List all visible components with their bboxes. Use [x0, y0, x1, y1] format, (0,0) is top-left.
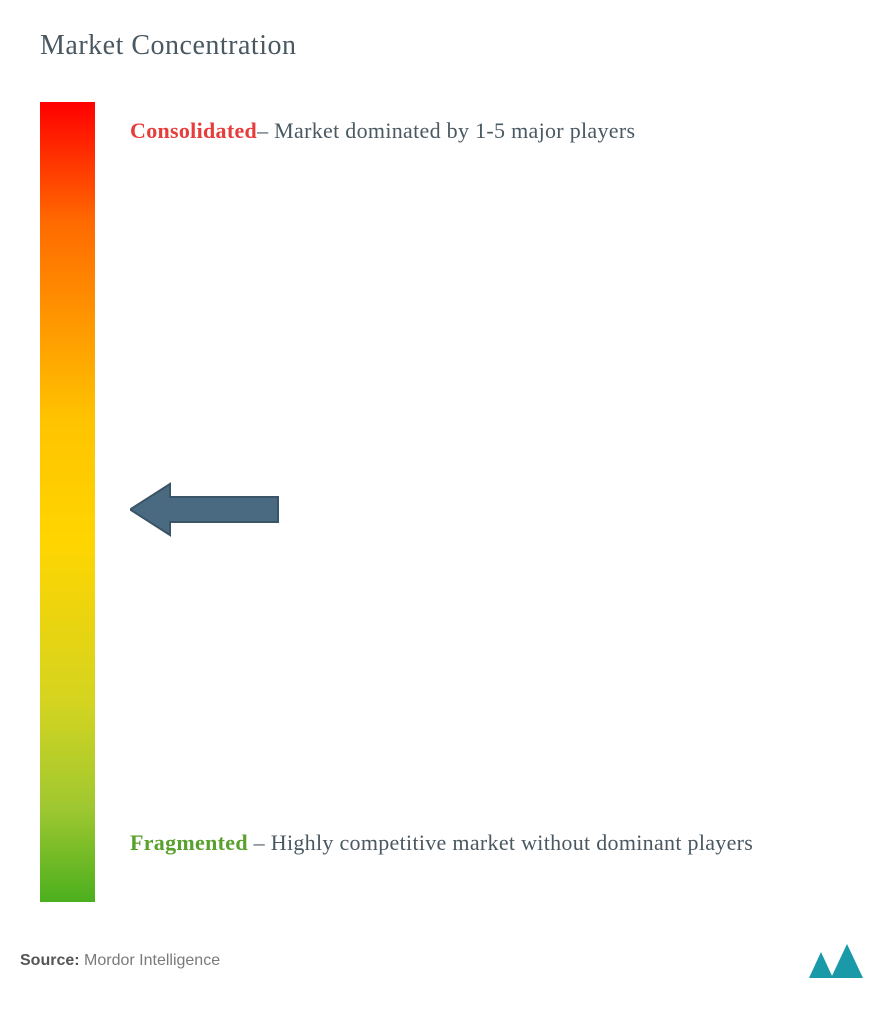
- mordor-logo-icon: [807, 942, 865, 980]
- consolidated-label: Consolidated– Market dominated by 1-5 ma…: [130, 107, 635, 155]
- source-attribution: Source: Mordor Intelligence: [20, 952, 220, 970]
- page-title: Market Concentration: [40, 30, 845, 62]
- footer: Source: Mordor Intelligence: [20, 942, 865, 980]
- main-content: Consolidated– Market dominated by 1-5 ma…: [40, 102, 845, 902]
- source-label: Source:: [20, 952, 80, 969]
- fragmented-label: Fragmented – Highly competitive market w…: [130, 819, 753, 867]
- position-arrow-icon: [130, 482, 280, 537]
- consolidated-description: – Market dominated by 1-5 major players: [257, 118, 635, 143]
- labels-area: Consolidated– Market dominated by 1-5 ma…: [95, 102, 845, 902]
- source-value: Mordor Intelligence: [80, 952, 221, 969]
- infographic-container: Market Concentration Consolidated– Marke…: [0, 0, 885, 1010]
- fragmented-highlight: Fragmented: [130, 830, 248, 855]
- consolidated-highlight: Consolidated: [130, 118, 257, 143]
- fragmented-description: – Highly competitive market without domi…: [248, 830, 753, 855]
- concentration-gradient-bar: [40, 102, 95, 902]
